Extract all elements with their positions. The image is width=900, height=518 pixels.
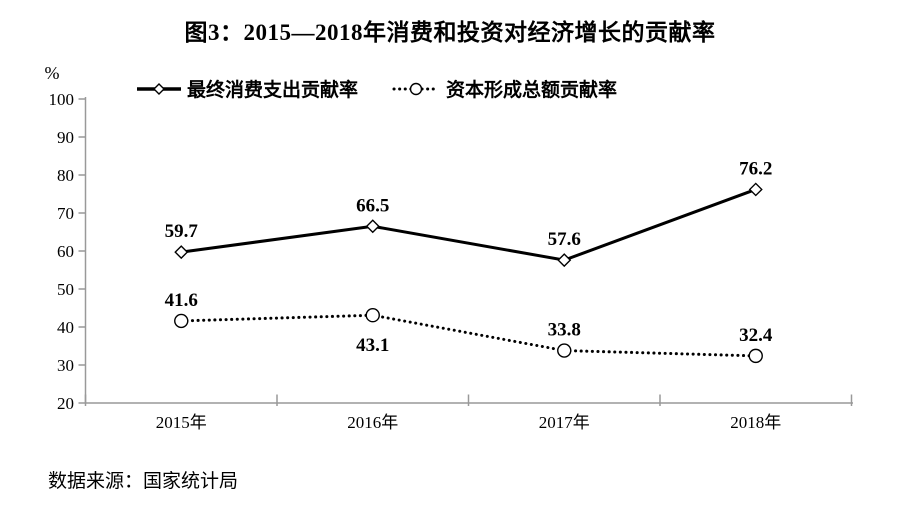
x-tick-label: 2017年 (539, 413, 590, 432)
data-label: 59.7 (165, 221, 199, 242)
diamond-marker (174, 245, 189, 260)
data-label: 66.5 (356, 195, 389, 216)
diamond-marker (748, 182, 763, 197)
data-label: 76.2 (739, 158, 772, 179)
legend-label: 资本形成总额贡献率 (446, 78, 617, 101)
y-tick-label: 80 (57, 166, 74, 185)
circle-marker (365, 308, 380, 323)
circle-marker (557, 343, 572, 358)
legend-label: 最终消费支出贡献率 (187, 78, 358, 101)
circle-marker (174, 313, 189, 329)
y-tick-label: 70 (57, 204, 74, 223)
y-tick-label: 100 (49, 90, 75, 109)
x-tick-label: 2015年 (156, 413, 207, 432)
data-label: 43.1 (356, 335, 389, 356)
source-note: 数据来源：国家统计局 (48, 471, 239, 492)
series-line-1 (181, 188, 757, 262)
y-tick-label: 40 (57, 318, 74, 337)
y-tick-label: 30 (57, 356, 74, 375)
y-tick-label: 60 (57, 242, 74, 261)
x-tick-label: 2016年 (347, 413, 398, 432)
x-tick-label: 2018年 (730, 413, 781, 432)
y-tick-label: 90 (57, 128, 74, 147)
y-tick-label: 50 (57, 280, 74, 299)
y-tick-label: 20 (57, 394, 74, 413)
circle-marker (748, 348, 763, 364)
diamond-marker (153, 83, 165, 95)
diamond-marker (557, 253, 572, 268)
y-axis-unit-label: % (45, 63, 60, 83)
data-label: 33.8 (548, 320, 581, 341)
series-line-2 (179, 313, 758, 358)
data-label: 41.6 (165, 290, 198, 311)
data-label: 32.4 (739, 325, 773, 346)
circle-marker (409, 82, 423, 96)
chart-title: 图3：2015—2018年消费和投资对经济增长的贡献率 (184, 20, 716, 45)
diamond-marker (365, 219, 380, 234)
data-label: 57.6 (548, 229, 581, 250)
